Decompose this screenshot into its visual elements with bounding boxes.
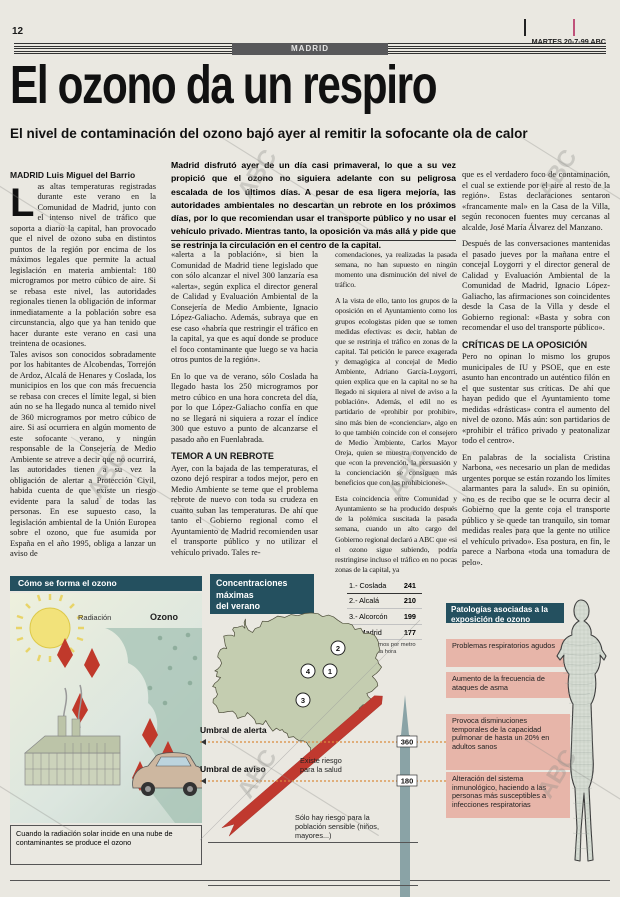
svg-text:360: 360 xyxy=(401,738,414,747)
svg-text:Umbral de alerta: Umbral de alerta xyxy=(200,725,267,735)
svg-text:Existe riesgo: Existe riesgo xyxy=(300,756,342,765)
svg-text:180: 180 xyxy=(401,777,414,786)
svg-text:para la salud: para la salud xyxy=(300,765,342,774)
svg-text:Radiación: Radiación xyxy=(78,613,111,622)
svg-text:Umbral de aviso: Umbral de aviso xyxy=(200,764,266,774)
svg-text:población sensible (niños,: población sensible (niños, xyxy=(295,822,379,831)
svg-text:Sólo hay riesgo para la: Sólo hay riesgo para la xyxy=(295,813,371,822)
svg-text:mayores...): mayores...) xyxy=(295,831,332,840)
svg-text:Ozono: Ozono xyxy=(150,612,178,622)
